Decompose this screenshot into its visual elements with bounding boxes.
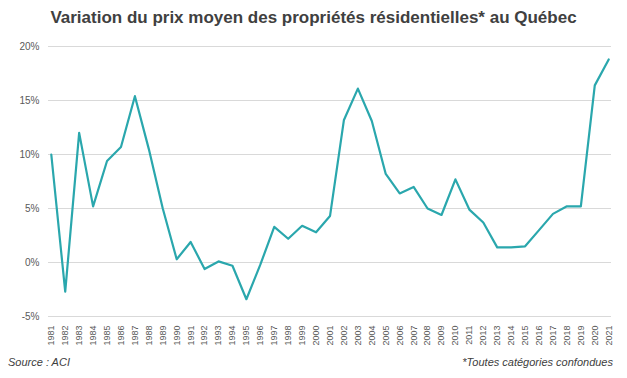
svg-text:1993: 1993 (213, 326, 223, 346)
svg-text:1997: 1997 (269, 326, 279, 346)
svg-text:2009: 2009 (436, 326, 446, 346)
svg-text:1994: 1994 (227, 326, 237, 346)
svg-text:1999: 1999 (297, 326, 307, 346)
svg-text:1987: 1987 (130, 326, 140, 346)
svg-text:1985: 1985 (102, 326, 112, 346)
svg-text:2008: 2008 (422, 326, 432, 346)
svg-text:1992: 1992 (199, 326, 209, 346)
svg-text:1986: 1986 (116, 326, 126, 346)
svg-text:2011: 2011 (464, 326, 474, 345)
svg-text:2007: 2007 (408, 326, 418, 346)
svg-text:1991: 1991 (186, 326, 196, 346)
svg-text:2005: 2005 (381, 326, 391, 346)
svg-text:1995: 1995 (241, 326, 251, 346)
svg-text:2021: 2021 (604, 326, 614, 346)
html-text:Source : ACI: Source : ACI (8, 356, 70, 368)
svg-text:1981: 1981 (46, 326, 56, 346)
svg-text:2010: 2010 (450, 326, 460, 346)
svg-text:2018: 2018 (562, 326, 572, 346)
svg-text:2013: 2013 (492, 326, 502, 346)
svg-text:1990: 1990 (172, 326, 182, 346)
svg-text:2015: 2015 (520, 326, 530, 346)
svg-text:2020: 2020 (590, 326, 600, 346)
svg-text:10%: 10% (19, 149, 39, 160)
svg-text:2001: 2001 (325, 326, 335, 346)
svg-text:0%: 0% (25, 257, 40, 268)
svg-text:2014: 2014 (506, 326, 516, 346)
svg-text:2012: 2012 (478, 326, 488, 346)
svg-text:1998: 1998 (283, 326, 293, 346)
svg-text:2019: 2019 (576, 326, 586, 346)
svg-text:15%: 15% (19, 95, 39, 106)
svg-text:1982: 1982 (60, 326, 70, 346)
svg-text:-5%: -5% (22, 311, 40, 322)
svg-text:1984: 1984 (88, 326, 98, 346)
svg-text:2004: 2004 (367, 326, 377, 346)
svg-text:1983: 1983 (74, 326, 84, 346)
svg-text:1988: 1988 (144, 326, 154, 346)
svg-text:2002: 2002 (339, 326, 349, 346)
svg-text:2003: 2003 (353, 326, 363, 346)
svg-text:2000: 2000 (311, 326, 321, 346)
svg-text:20%: 20% (19, 41, 39, 52)
svg-text:1996: 1996 (255, 326, 265, 346)
svg-text:1989: 1989 (158, 326, 168, 346)
svg-text:2016: 2016 (534, 326, 544, 346)
html-text:*Toutes catégories confondues: *Toutes catégories confondues (462, 356, 613, 368)
html-text:Variation du prix moyen des pr: Variation du prix moyen des propriétés r… (50, 8, 577, 27)
svg-text:2017: 2017 (548, 326, 558, 346)
svg-text:5%: 5% (25, 203, 40, 214)
svg-text:2006: 2006 (395, 326, 405, 346)
